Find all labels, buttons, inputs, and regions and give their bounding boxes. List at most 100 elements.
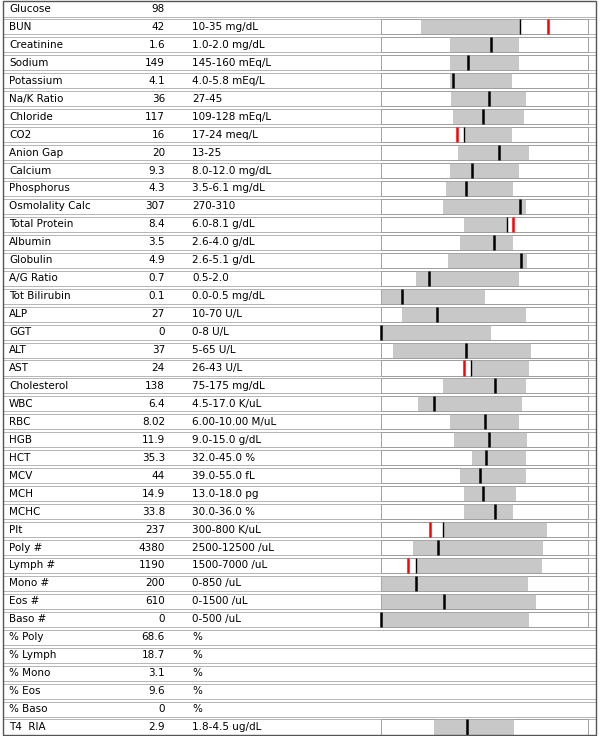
Text: Poly #: Poly # <box>9 542 43 553</box>
Bar <box>381 145 588 160</box>
Bar <box>381 558 588 573</box>
Text: 200: 200 <box>145 578 165 588</box>
Text: 16: 16 <box>152 130 165 140</box>
Bar <box>3 665 596 681</box>
Text: Chloride: Chloride <box>9 112 53 121</box>
Bar <box>381 199 588 214</box>
Text: RBC: RBC <box>9 417 31 427</box>
Text: % Mono: % Mono <box>9 668 50 678</box>
Text: 36: 36 <box>152 93 165 104</box>
Text: Potassium: Potassium <box>9 76 62 86</box>
Text: 33.8: 33.8 <box>142 506 165 517</box>
Bar <box>458 145 529 160</box>
Text: 0: 0 <box>158 704 165 714</box>
Text: 13.0-18.0 pg: 13.0-18.0 pg <box>192 489 259 499</box>
Text: 6.0-8.1 g/dL: 6.0-8.1 g/dL <box>192 219 254 230</box>
Bar <box>3 307 596 322</box>
Text: 6.4: 6.4 <box>148 399 165 409</box>
Bar <box>3 235 596 250</box>
Bar <box>381 468 588 484</box>
Bar <box>381 55 588 71</box>
Text: MCHC: MCHC <box>9 506 40 517</box>
Text: 109-128 mEq/L: 109-128 mEq/L <box>192 112 271 121</box>
Text: %: % <box>192 668 202 678</box>
Bar <box>381 271 588 286</box>
Bar <box>3 342 596 358</box>
Text: MCV: MCV <box>9 471 32 481</box>
Bar <box>381 504 588 519</box>
Text: 0-850 /uL: 0-850 /uL <box>192 578 241 588</box>
Text: 2500-12500 /uL: 2500-12500 /uL <box>192 542 274 553</box>
Bar <box>452 109 524 124</box>
Text: 1.8-4.5 ug/dL: 1.8-4.5 ug/dL <box>192 722 262 732</box>
Text: 8.02: 8.02 <box>142 417 165 427</box>
Bar <box>381 252 588 268</box>
Text: 27-45: 27-45 <box>192 93 222 104</box>
Bar <box>381 289 588 304</box>
Bar <box>381 522 588 537</box>
Text: 2.9: 2.9 <box>148 722 165 732</box>
Text: 0-8 U/L: 0-8 U/L <box>192 327 229 337</box>
Bar <box>381 361 588 375</box>
Text: Tot Bilirubin: Tot Bilirubin <box>9 291 71 301</box>
Text: % Baso: % Baso <box>9 704 47 714</box>
Bar <box>3 289 596 304</box>
Bar <box>381 325 588 339</box>
Bar <box>3 522 596 537</box>
Bar <box>3 648 596 662</box>
Text: Cholesterol: Cholesterol <box>9 381 68 391</box>
Text: Plt: Plt <box>9 525 22 534</box>
Text: 2.6-5.1 g/dL: 2.6-5.1 g/dL <box>192 255 255 265</box>
Bar <box>450 74 512 88</box>
Text: 11.9: 11.9 <box>142 435 165 445</box>
Text: T4  RIA: T4 RIA <box>9 722 46 732</box>
Bar <box>460 235 513 250</box>
Bar <box>415 271 519 286</box>
Bar <box>381 576 527 591</box>
Text: 300-800 K/uL: 300-800 K/uL <box>192 525 261 534</box>
Text: Osmolality Calc: Osmolality Calc <box>9 202 91 211</box>
Text: Globulin: Globulin <box>9 255 52 265</box>
Bar <box>3 540 596 555</box>
Bar <box>460 468 526 484</box>
Bar <box>381 378 588 394</box>
Bar <box>3 612 596 627</box>
Text: BUN: BUN <box>9 22 31 32</box>
Text: Mono #: Mono # <box>9 578 49 588</box>
Bar <box>464 127 512 142</box>
Bar <box>381 594 588 609</box>
Text: Lymph #: Lymph # <box>9 560 55 570</box>
Bar <box>381 432 588 447</box>
Bar <box>448 252 527 268</box>
Bar <box>443 199 526 214</box>
Bar <box>381 594 536 609</box>
Text: 4.5-17.0 K/uL: 4.5-17.0 K/uL <box>192 399 262 409</box>
Bar <box>381 414 588 429</box>
Text: 307: 307 <box>145 202 165 211</box>
Bar <box>443 522 547 537</box>
Bar <box>381 576 588 591</box>
Bar <box>3 432 596 447</box>
Text: 0: 0 <box>158 327 165 337</box>
Bar <box>381 289 485 304</box>
Bar <box>381 235 588 250</box>
Bar <box>3 701 596 717</box>
Bar <box>3 397 596 411</box>
Bar <box>3 181 596 196</box>
Bar <box>381 486 588 501</box>
Text: 0.1: 0.1 <box>149 291 165 301</box>
Bar <box>381 109 588 124</box>
Bar <box>392 342 530 358</box>
Bar <box>3 576 596 591</box>
Text: 5-65 U/L: 5-65 U/L <box>192 345 236 355</box>
Text: 0-1500 /uL: 0-1500 /uL <box>192 596 248 606</box>
Bar <box>3 630 596 645</box>
Bar <box>451 91 526 106</box>
Bar <box>381 450 588 465</box>
Bar <box>381 217 588 232</box>
Bar <box>381 414 588 429</box>
Bar <box>381 612 529 627</box>
Bar <box>381 397 588 411</box>
Text: 18.7: 18.7 <box>142 650 165 660</box>
Text: 4.3: 4.3 <box>148 183 165 194</box>
